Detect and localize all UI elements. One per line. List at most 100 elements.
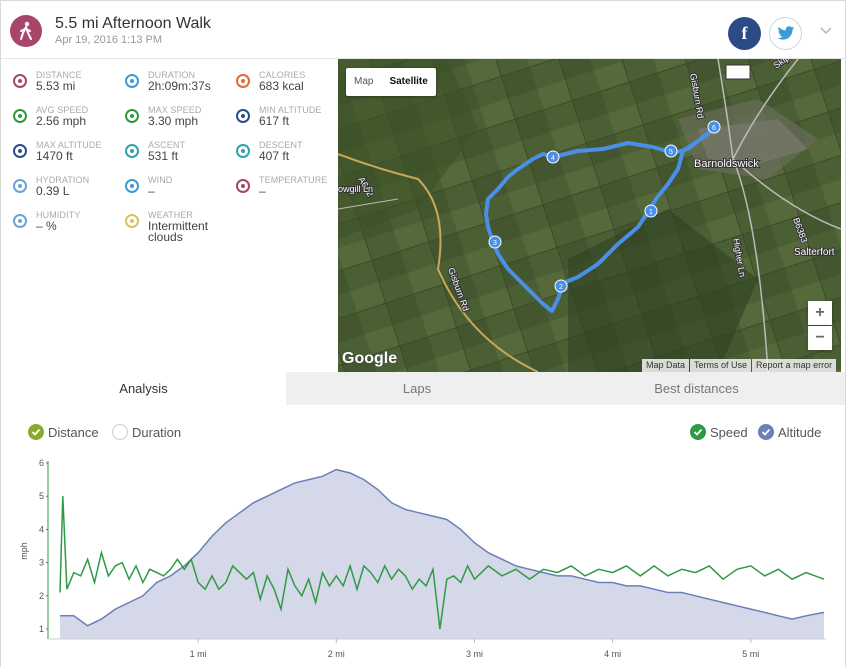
place-label: Barnoldswick <box>694 158 759 170</box>
water-drops-icon <box>12 178 28 194</box>
tab-analysis[interactable]: Analysis <box>1 372 286 405</box>
thermometer-icon <box>235 178 251 194</box>
satellite-map-image: 1 2 3 4 5 6 Barnoldswick Salterfort A682… <box>338 59 841 372</box>
facebook-icon: f <box>741 23 748 43</box>
y-tick-label: 6 <box>39 458 44 468</box>
stat-hydration: HYDRATION 0.39 L <box>12 175 122 209</box>
speedometer-icon <box>12 108 28 124</box>
stat-avg-speed: AVG SPEED 2.56 mph <box>12 105 122 139</box>
svg-text:5: 5 <box>669 149 673 156</box>
stat-label: MAX SPEED <box>148 105 202 115</box>
stat-descent: DESCENT 407 ft <box>235 140 345 174</box>
stat-label: CALORIES <box>259 70 306 80</box>
stat-value: 2h:09m:37s <box>148 79 211 93</box>
svg-text:3: 3 <box>493 240 497 247</box>
stat-label: TEMPERATURE <box>259 175 328 185</box>
twitter-icon <box>777 26 794 40</box>
altitude-series-toggle[interactable]: Altitude <box>758 423 821 441</box>
google-logo: Google <box>342 350 398 367</box>
analysis-tabs: Analysis Laps Best distances <box>1 372 845 405</box>
mountain-icon <box>12 143 28 159</box>
stat-value: Intermittent clouds <box>148 219 209 244</box>
x-axis: 1 mi 2 mi 3 mi 4 mi 5 mi <box>48 638 826 659</box>
stat-humidity: HUMIDITY – % <box>12 210 122 244</box>
report-map-error-link[interactable]: Report a map error <box>752 359 837 372</box>
distance-toggle-label: Distance <box>48 424 99 440</box>
x-tick-label: 4 mi <box>604 649 621 659</box>
y-axis: 1 2 3 4 5 6 <box>39 458 49 639</box>
walking-icon <box>10 15 42 47</box>
checkmark-icon <box>28 424 44 440</box>
map-data-link[interactable]: Map Data <box>642 359 690 372</box>
stat-value: 3.30 mph <box>148 114 199 128</box>
stat-wind: WIND – <box>124 175 234 209</box>
map-attribution: Map Data Terms of Use Report a map error <box>641 359 837 372</box>
stat-value: 407 ft <box>259 149 290 163</box>
activity-header: 5.5 mi Afternoon Walk Apr 19, 2016 1:13 … <box>1 1 845 59</box>
map-type-toggle[interactable]: Map Satellite <box>346 68 436 96</box>
mountain-icon <box>235 108 251 124</box>
stat-duration: DURATION 2h:09m:37s <box>124 70 234 104</box>
place-label: Salterfort <box>794 247 835 258</box>
stat-label: MAX ALTITUDE <box>36 140 102 150</box>
duration-toggle-label: Duration <box>132 424 182 440</box>
stat-min-altitude: MIN ALTITUDE 617 ft <box>235 105 345 139</box>
stat-temperature: TEMPERATURE – <box>235 175 345 209</box>
stat-label: DURATION <box>148 70 196 80</box>
speedometer-icon <box>124 108 140 124</box>
y-axis-label: mph <box>19 542 29 560</box>
speed-altitude-chart[interactable]: 1 2 3 4 5 6 1 mi 2 mi 3 mi 4 mi 5 mi mph <box>1 405 845 667</box>
stat-label: AVG SPEED <box>36 105 89 115</box>
cloud-sun-icon <box>124 213 140 229</box>
stat-value: 5.53 mi <box>36 79 76 93</box>
speed-series-toggle[interactable]: Speed <box>690 423 748 441</box>
stat-max-speed: MAX SPEED 3.30 mph <box>124 105 234 139</box>
x-tick-label: 5 mi <box>742 649 759 659</box>
tab-laps[interactable]: Laps <box>402 381 432 396</box>
y-tick-label: 2 <box>39 591 44 601</box>
stat-value: 617 ft <box>259 114 290 128</box>
facebook-share-button[interactable]: f <box>728 17 761 50</box>
stat-max-altitude: MAX ALTITUDE 1470 ft <box>12 140 122 174</box>
chevron-down-icon[interactable] <box>819 23 833 37</box>
y-tick-label: 3 <box>39 558 44 568</box>
x-tick-label: 2 mi <box>328 649 345 659</box>
terms-of-use-link[interactable]: Terms of Use <box>690 359 752 372</box>
route-map[interactable]: 1 2 3 4 5 6 Barnoldswick Salterfort A682… <box>338 59 841 372</box>
distance-axis-toggle[interactable]: Distance <box>28 423 99 441</box>
stat-value: 531 ft <box>148 149 179 163</box>
stat-value: – <box>148 184 155 198</box>
stat-value: – <box>259 184 266 198</box>
stat-label: WIND <box>148 175 173 185</box>
tab-best-distances[interactable]: Best distances <box>654 381 739 396</box>
wind-icon <box>124 178 140 194</box>
stats-panel: DISTANCE 5.53 mi DURATION 2h:09m:37s CALORIE… <box>1 59 338 372</box>
y-tick-label: 4 <box>39 524 44 534</box>
analysis-chart-section: Distance Duration Speed Altitude 1 2 3 4 5 6 … <box>1 405 845 667</box>
distance-icon <box>12 73 28 89</box>
unchecked-circle-icon <box>112 424 128 440</box>
svg-text:4: 4 <box>551 155 555 162</box>
y-tick-label: 5 <box>39 491 44 501</box>
stat-ascent: ASCENT 531 ft <box>124 140 234 174</box>
map-view-button[interactable]: Map <box>354 76 374 87</box>
stat-calories: CALORIES 683 kcal <box>235 70 345 104</box>
speed-toggle-label: Speed <box>710 424 748 440</box>
plot-area <box>59 468 825 639</box>
stat-label: HUMIDITY <box>36 210 81 220</box>
duration-axis-toggle[interactable]: Duration <box>112 423 181 441</box>
altitude-toggle-label: Altitude <box>778 424 822 440</box>
speed-line <box>59 496 825 630</box>
checkmark-icon <box>758 424 774 440</box>
satellite-view-button[interactable]: Satellite <box>389 76 428 87</box>
y-tick-label: 1 <box>39 624 44 634</box>
twitter-share-button[interactable] <box>769 17 802 50</box>
zoom-out-button[interactable]: − <box>808 326 832 350</box>
stat-value: 1470 ft <box>36 149 73 163</box>
x-tick-label: 1 mi <box>190 649 207 659</box>
x-tick-label: 3 mi <box>466 649 483 659</box>
stat-label: MIN ALTITUDE <box>259 105 322 115</box>
stat-value: – % <box>36 219 57 233</box>
zoom-in-button[interactable]: + <box>808 301 832 325</box>
